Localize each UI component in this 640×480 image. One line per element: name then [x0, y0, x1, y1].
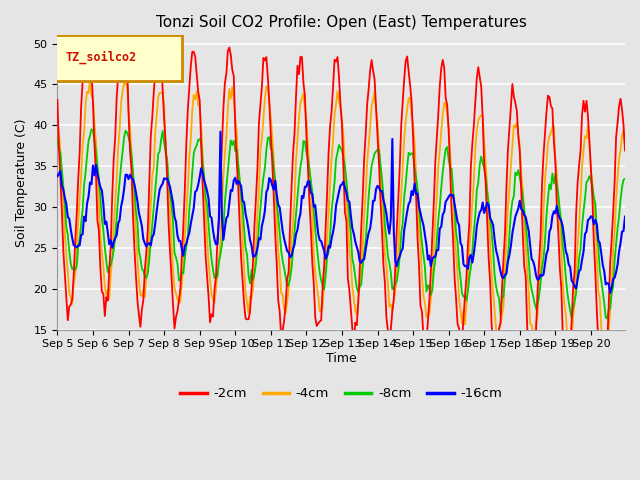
FancyBboxPatch shape: [49, 36, 182, 81]
Y-axis label: Soil Temperature (C): Soil Temperature (C): [15, 118, 28, 247]
X-axis label: Time: Time: [326, 352, 356, 365]
Text: TZ_soilco2: TZ_soilco2: [66, 51, 137, 64]
Title: Tonzi Soil CO2 Profile: Open (East) Temperatures: Tonzi Soil CO2 Profile: Open (East) Temp…: [156, 15, 527, 30]
Legend: -2cm, -4cm, -8cm, -16cm: -2cm, -4cm, -8cm, -16cm: [175, 382, 508, 406]
